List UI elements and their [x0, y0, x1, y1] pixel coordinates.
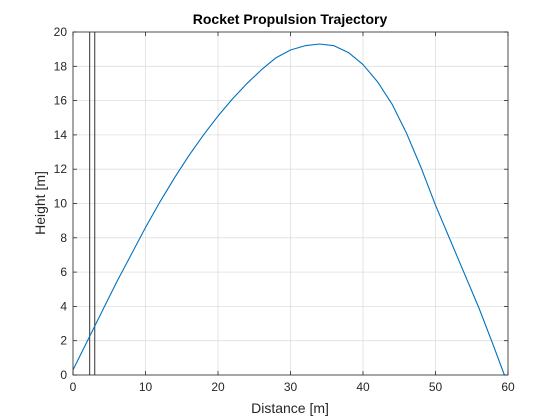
x-tick-label: 0 [70, 380, 77, 394]
plot-area: 0 10 20 30 40 50 60 0 2 4 6 8 10 12 14 16 18 20 [54, 25, 515, 394]
x-tick-label: 40 [356, 380, 370, 394]
y-tick-label: 4 [60, 299, 67, 313]
y-tick-label: 2 [60, 334, 67, 348]
x-tick-labels: 0 10 20 30 40 50 60 [70, 380, 515, 394]
y-tick-label: 18 [54, 59, 68, 73]
y-tick-label: 6 [60, 265, 67, 279]
y-axis-label: Height [m] [32, 171, 48, 235]
y-tick-label: 0 [60, 368, 67, 382]
x-axis-label: Distance [m] [251, 400, 329, 416]
axis-ticks [72, 31, 509, 376]
trajectory-line [72, 43, 505, 376]
y-tick-label: 12 [54, 162, 68, 176]
x-tick-label: 60 [501, 380, 515, 394]
y-tick-labels: 0 2 4 6 8 10 12 14 16 18 20 [54, 25, 68, 382]
x-tick-label: 30 [284, 380, 298, 394]
x-tick-label: 10 [139, 380, 153, 394]
x-tick-label: 20 [211, 380, 225, 394]
data-series [72, 43, 505, 376]
y-tick-label: 16 [54, 94, 68, 108]
y-tick-label: 20 [54, 25, 68, 39]
x-tick-label: 50 [429, 380, 443, 394]
vertical-markers [89, 32, 96, 375]
chart-title: Rocket Propulsion Trajectory [193, 11, 388, 27]
y-tick-label: 14 [54, 128, 68, 142]
y-tick-label: 10 [54, 197, 68, 211]
y-tick-label: 8 [60, 231, 67, 245]
